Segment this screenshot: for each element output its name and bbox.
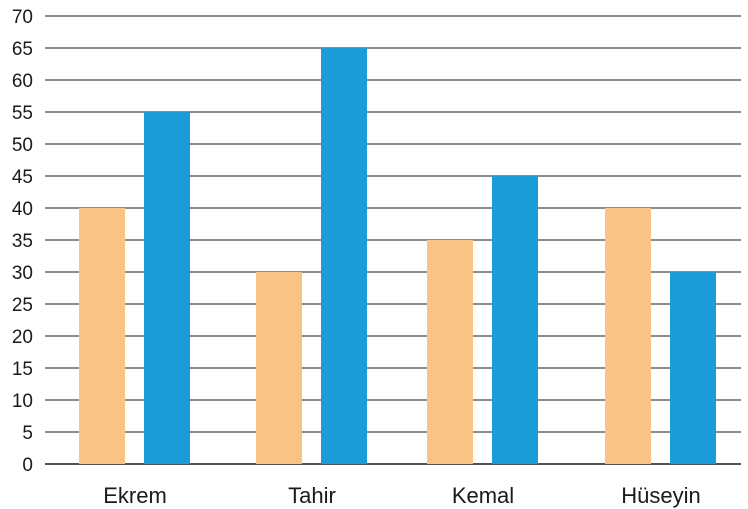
bar <box>670 272 716 464</box>
y-tick-label: 30 <box>12 263 33 284</box>
x-axis-category-labels: Ekrem Tahir Kemal Hüseyin <box>103 483 701 508</box>
y-tick-label: 55 <box>12 103 33 124</box>
y-tick-label: 20 <box>12 327 33 348</box>
x-category-label: Ekrem <box>103 483 167 508</box>
y-tick-label: 60 <box>12 71 33 92</box>
y-tick-label: 65 <box>12 39 33 60</box>
y-tick-label: 0 <box>22 455 33 476</box>
y-tick-label: 70 <box>12 7 33 28</box>
y-tick-label: 35 <box>12 231 33 252</box>
bar <box>321 48 367 464</box>
y-tick-label: 25 <box>12 295 33 316</box>
y-tick-label: 10 <box>12 391 33 412</box>
y-tick-label: 15 <box>12 359 33 380</box>
y-tick-label: 40 <box>12 199 33 220</box>
bar <box>79 208 125 464</box>
bar <box>427 240 473 464</box>
bar <box>492 176 538 464</box>
x-category-label: Hüseyin <box>621 483 700 508</box>
bars <box>79 48 716 464</box>
bar <box>605 208 651 464</box>
bar <box>256 272 302 464</box>
bar <box>144 112 190 464</box>
x-category-label: Kemal <box>452 483 514 508</box>
y-tick-label: 5 <box>22 423 33 444</box>
y-tick-label: 50 <box>12 135 33 156</box>
x-category-label: Tahir <box>288 483 336 508</box>
y-axis-tick-labels: 0 5 10 15 20 25 30 35 40 45 50 55 60 65 70 <box>12 7 33 476</box>
y-tick-label: 45 <box>12 167 33 188</box>
